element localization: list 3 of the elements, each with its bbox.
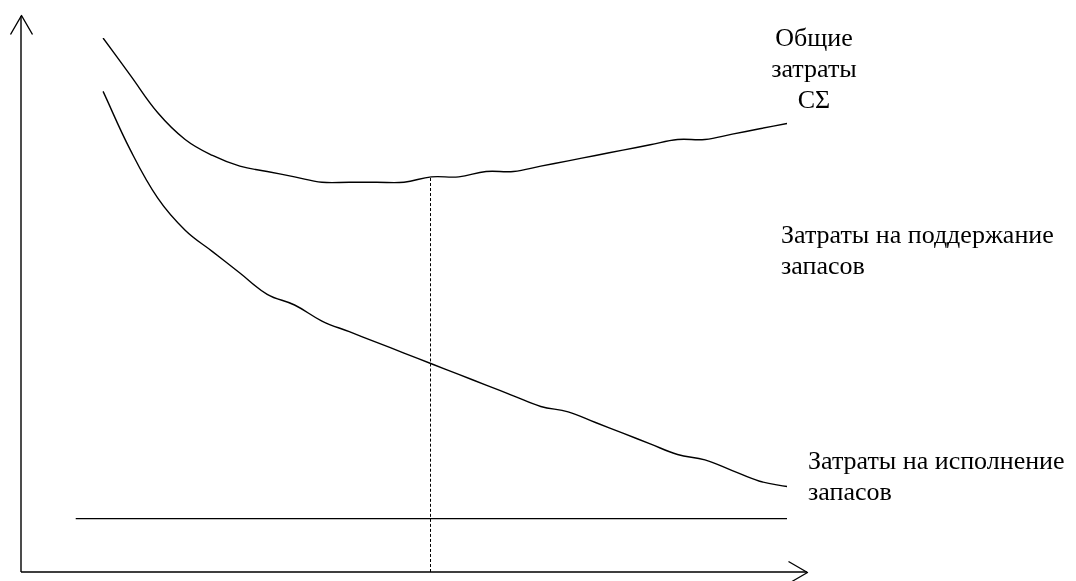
annotation: Затраты на поддержание запасов (781, 219, 1055, 281)
text: Затраты на исполнение запасов (808, 445, 1066, 507)
annotation: Общие затраты CΣ (770, 22, 858, 115)
